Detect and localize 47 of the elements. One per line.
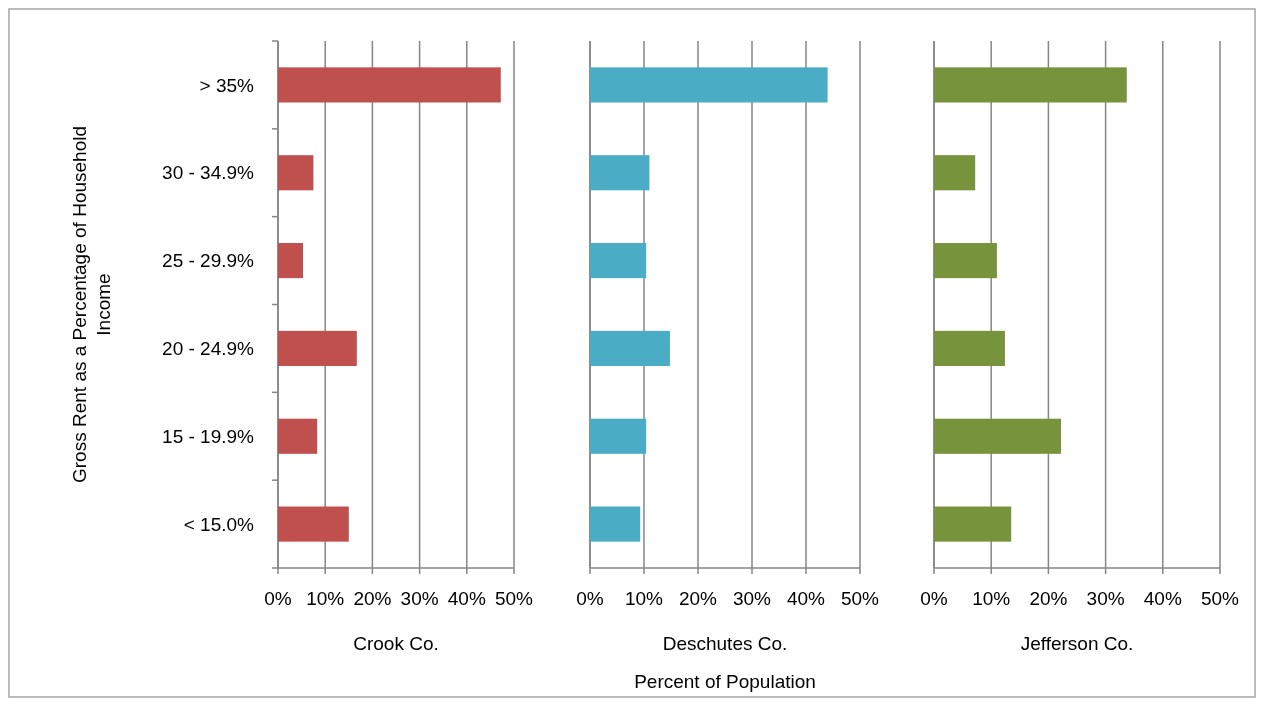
y-axis-title: Gross Rent as a Percentage of Household Income bbox=[69, 126, 114, 483]
x-tick-label: 50% bbox=[1200, 588, 1240, 609]
bar bbox=[278, 155, 314, 191]
bar bbox=[278, 67, 501, 103]
y-tick-label: < 15.0% bbox=[183, 513, 255, 535]
x-tick-label: 40% bbox=[1143, 588, 1182, 609]
bar bbox=[590, 243, 647, 279]
x-axis-title: Crook Co. bbox=[353, 633, 439, 654]
x-tick-label: 30% bbox=[400, 588, 439, 609]
bar bbox=[934, 506, 1012, 542]
text: Percent of Population bbox=[634, 671, 816, 692]
x-tick-label: 10% bbox=[972, 588, 1011, 609]
y-tick-label: > 35% bbox=[199, 74, 255, 96]
bar bbox=[934, 155, 976, 191]
y-tick-label: 25 - 29.9% bbox=[162, 250, 255, 272]
bar bbox=[934, 330, 1005, 366]
y-tick-label: 15 - 19.9% bbox=[162, 425, 255, 447]
bar bbox=[934, 243, 997, 279]
x-tick-label: 20% bbox=[1029, 588, 1068, 609]
x-tick-label: 50% bbox=[840, 588, 880, 609]
x-tick-label: 40% bbox=[786, 588, 826, 609]
bar bbox=[590, 330, 670, 366]
x-tick-label: 10% bbox=[306, 588, 345, 609]
bar bbox=[590, 67, 828, 103]
y-tick-label: 20 - 24.9% bbox=[162, 338, 255, 360]
x-tick-label: 20% bbox=[678, 588, 718, 609]
bar bbox=[590, 506, 641, 542]
bar bbox=[934, 418, 1061, 454]
x-tick-label: 50% bbox=[494, 588, 534, 609]
y-tick-label: 30 - 34.9% bbox=[162, 162, 255, 184]
bar bbox=[278, 506, 349, 542]
x-tick-label: 30% bbox=[1086, 588, 1125, 609]
x-axis-title: Deschutes Co. bbox=[662, 633, 788, 654]
x-tick-label: 0% bbox=[920, 588, 948, 609]
bar bbox=[278, 418, 318, 454]
x-tick-label: 40% bbox=[447, 588, 486, 609]
bar bbox=[590, 418, 647, 454]
x-tick-label: 20% bbox=[353, 588, 392, 609]
bar bbox=[590, 155, 650, 191]
x-tick-label: 0% bbox=[576, 588, 604, 609]
x-tick-label: 0% bbox=[264, 588, 292, 609]
bar bbox=[278, 330, 357, 366]
x-axis-title: Jefferson Co. bbox=[1020, 633, 1134, 654]
bar bbox=[934, 67, 1127, 103]
x-tick-label: 30% bbox=[732, 588, 772, 609]
x-tick-label: 10% bbox=[624, 588, 664, 609]
bar bbox=[278, 243, 304, 279]
